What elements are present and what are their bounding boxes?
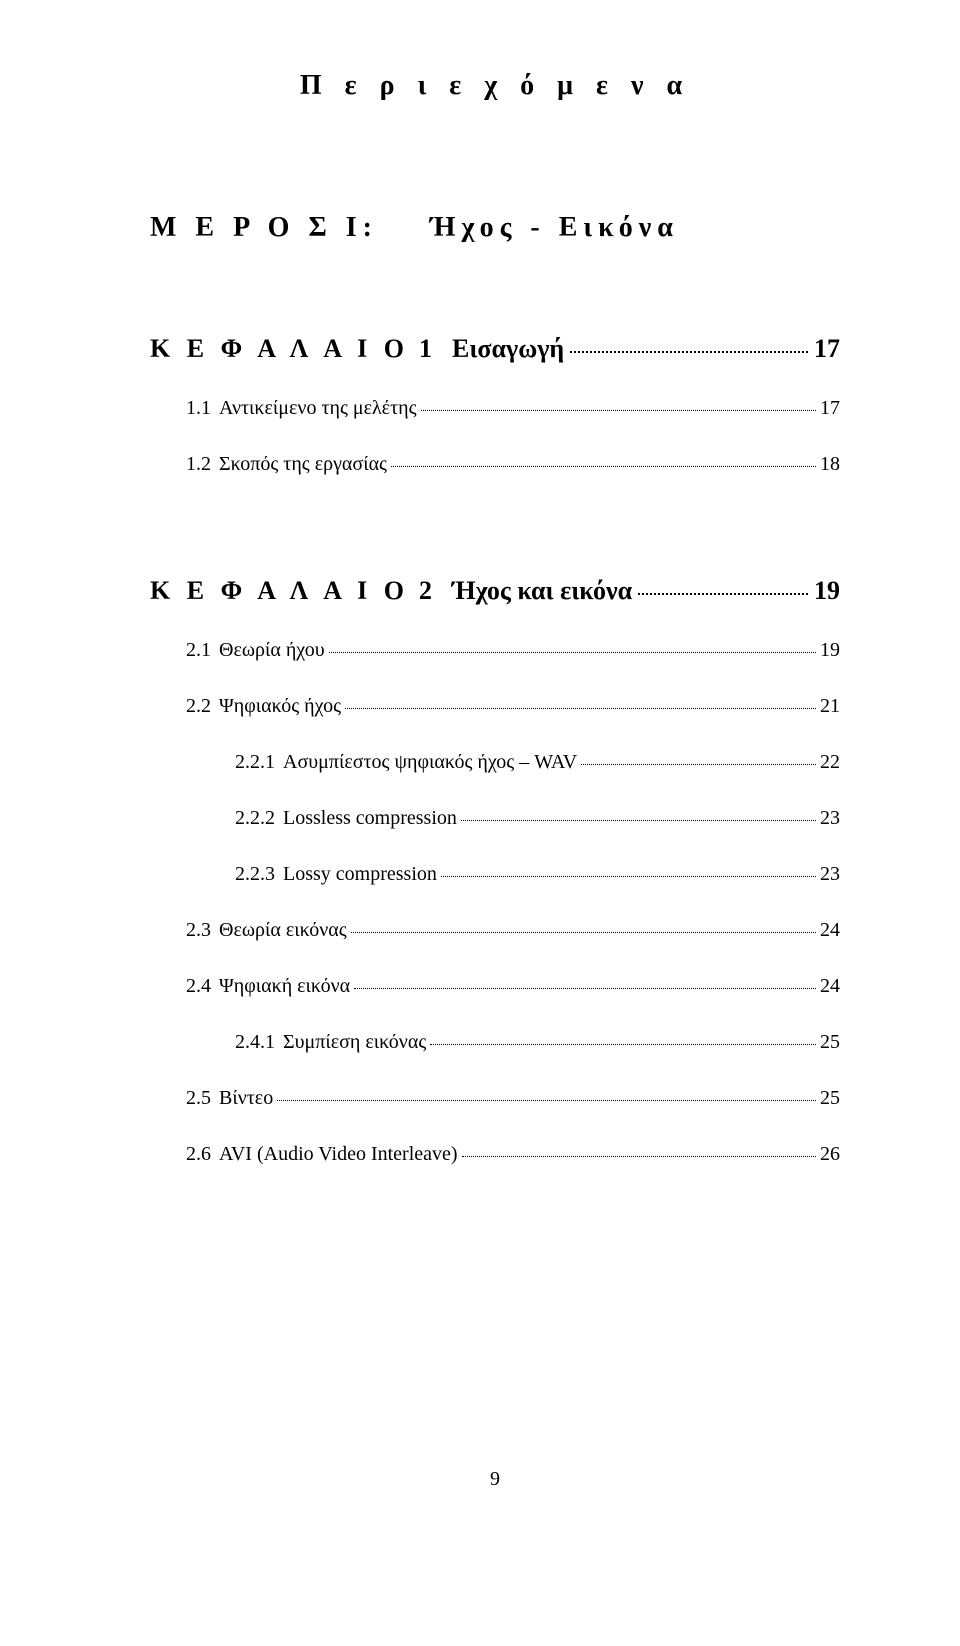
part-title: Ήχος - Εικόνα: [430, 212, 679, 243]
chapter-heading: Κ Ε Φ Α Λ Α Ι Ο 2 Ήχος και εικόνα 19: [150, 576, 840, 606]
part-heading: Μ Ε Ρ Ο Σ I: Ήχος - Εικόνα: [150, 212, 840, 244]
toc-entry-title: Ψηφιακή εικόνα: [219, 972, 350, 1000]
toc-entry-page: 23: [820, 860, 840, 888]
toc-entry-number: 2.2.1: [235, 748, 275, 776]
toc-entry: 2.2.2 Lossless compression 23: [150, 804, 840, 832]
toc-entry-title: Βίντεο: [219, 1084, 273, 1112]
toc-entry-title: Θεωρία ήχου: [219, 636, 325, 664]
toc-entry-page: 19: [820, 636, 840, 664]
toc-entry: 2.5 Βίντεο 25: [150, 1084, 840, 1112]
toc-entry-page: 17: [820, 394, 840, 422]
toc-entry-number: 1.1: [186, 394, 211, 422]
leader-dots: [570, 351, 808, 353]
leader-dots: [329, 652, 816, 653]
toc-entry-title: Συμπίεση εικόνας: [283, 1028, 426, 1056]
toc-entry-title: Αντικείμενο της μελέτης: [219, 394, 417, 422]
leader-dots: [391, 466, 816, 467]
chapter-number: 2: [419, 576, 432, 606]
toc-entry-number: 1.2: [186, 450, 211, 478]
toc-entry-page: 24: [820, 972, 840, 1000]
toc-entry-title: Lossy compression: [283, 860, 437, 888]
toc-entry-number: 2.3: [186, 916, 211, 944]
leader-dots: [430, 1044, 816, 1045]
leader-dots: [277, 1100, 816, 1101]
toc-entry-page: 22: [820, 748, 840, 776]
leader-dots: [351, 932, 816, 933]
toc-entry-number: 2.1: [186, 636, 211, 664]
toc-entry-page: 21: [820, 692, 840, 720]
toc-entry-number: 2.4.1: [235, 1028, 275, 1056]
toc-body: Κ Ε Φ Α Λ Α Ι Ο 1 Εισαγωγή 17 1.1 Αντικείμεν…: [150, 334, 840, 1168]
toc-entry-number: 2.5: [186, 1084, 211, 1112]
toc-entry-page: 23: [820, 804, 840, 832]
document-title: Π ε ρ ι ε χ ό μ ε ν α: [150, 70, 840, 102]
toc-entry-number: 2.6: [186, 1140, 211, 1168]
leader-dots: [354, 988, 816, 989]
chapter-number: 1: [419, 334, 432, 364]
toc-entry-title: Lossless compression: [283, 804, 457, 832]
chapter-title: Εισαγωγή: [452, 334, 564, 364]
toc-entry-number: 2.2.2: [235, 804, 275, 832]
toc-entry: 2.4.1 Συμπίεση εικόνας 25: [150, 1028, 840, 1056]
leader-dots: [581, 764, 816, 765]
toc-entry: 2.3 Θεωρία εικόνας 24: [150, 916, 840, 944]
toc-entry-page: 24: [820, 916, 840, 944]
toc-entry: 2.2.1 Ασυμπίεστος ψηφιακός ήχος – WAV 22: [150, 748, 840, 776]
leader-dots: [345, 708, 816, 709]
toc-entry-title: Ασυμπίεστος ψηφιακός ήχος – WAV: [283, 748, 577, 776]
toc-entry-number: 2.4: [186, 972, 211, 1000]
toc-entry: 2.2 Ψηφιακός ήχος 21: [150, 692, 840, 720]
leader-dots: [462, 1156, 816, 1157]
chapter-title: Ήχος και εικόνα: [452, 576, 632, 606]
chapter-page: 19: [814, 576, 840, 606]
toc-entry: 2.2.3 Lossy compression 23: [150, 860, 840, 888]
toc-entry-page: 26: [820, 1140, 840, 1168]
toc-entry-title: AVI (Audio Video Interleave): [219, 1140, 458, 1168]
toc-entry-title: Θεωρία εικόνας: [219, 916, 347, 944]
part-label: Μ Ε Ρ Ο Σ: [150, 212, 333, 243]
leader-dots: [441, 876, 816, 877]
page-number: 9: [150, 1468, 840, 1491]
leader-dots: [461, 820, 816, 821]
chapter-page: 17: [814, 334, 840, 364]
toc-entry: 2.1 Θεωρία ήχου 19: [150, 636, 840, 664]
toc-entry-number: 2.2: [186, 692, 211, 720]
toc-entry-title: Ψηφιακός ήχος: [219, 692, 341, 720]
toc-entry: 2.6 AVI (Audio Video Interleave) 26: [150, 1140, 840, 1168]
toc-entry: 1.1 Αντικείμενο της μελέτης 17: [150, 394, 840, 422]
toc-entry-page: 18: [820, 450, 840, 478]
toc-entry-title: Σκοπός της εργασίας: [219, 450, 387, 478]
chapter-label: Κ Ε Φ Α Λ Α Ι Ο: [150, 334, 409, 364]
leader-dots: [638, 593, 808, 595]
toc-entry: 2.4 Ψηφιακή εικόνα 24: [150, 972, 840, 1000]
toc-entry: 1.2 Σκοπός της εργασίας 18: [150, 450, 840, 478]
spacer: [150, 506, 840, 576]
chapter-heading: Κ Ε Φ Α Λ Α Ι Ο 1 Εισαγωγή 17: [150, 334, 840, 364]
toc-entry-number: 2.2.3: [235, 860, 275, 888]
toc-entry-page: 25: [820, 1028, 840, 1056]
part-number: I:: [346, 212, 378, 243]
leader-dots: [421, 410, 817, 411]
chapter-label: Κ Ε Φ Α Λ Α Ι Ο: [150, 576, 409, 606]
toc-entry-page: 25: [820, 1084, 840, 1112]
